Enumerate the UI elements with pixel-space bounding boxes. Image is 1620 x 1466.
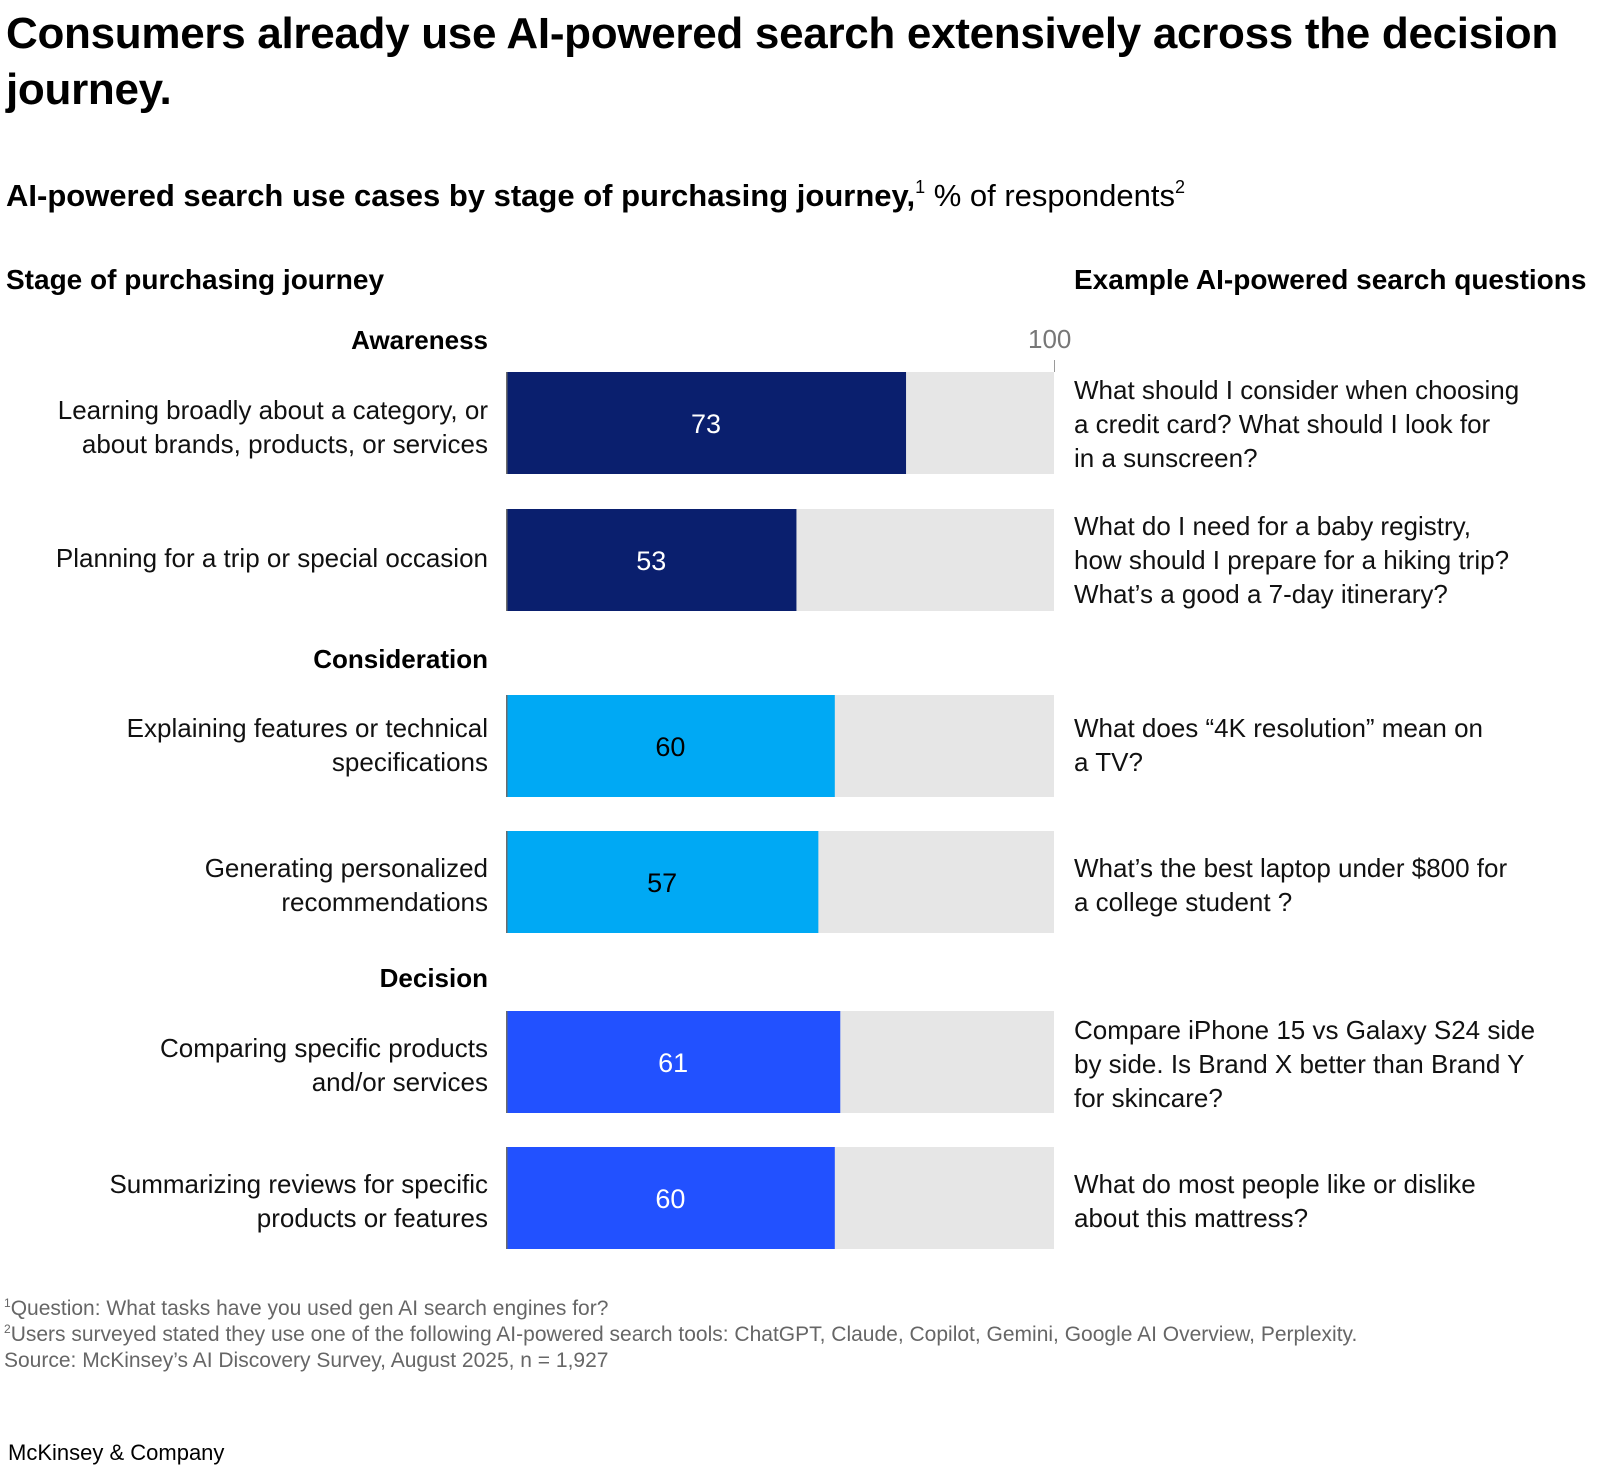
brand-logo-text: McKinsey & Company — [8, 1440, 225, 1465]
subtitle-footnote-2: 2 — [1174, 177, 1185, 197]
chart-title: Consumers already use AI-powered search … — [6, 9, 1558, 114]
example-line: What’s a good a 7-day itinerary? — [1074, 579, 1448, 609]
bar-value-label-recommendations: 57 — [647, 868, 677, 898]
bar-learning — [506, 372, 907, 474]
bar-comparing — [506, 1011, 841, 1113]
row-label-line: specifications — [331, 747, 488, 777]
bar-baseline-summarizing — [506, 1147, 508, 1249]
bar-planning — [506, 509, 797, 611]
example-line: a credit card? What should I look for — [1074, 409, 1491, 439]
bar-baseline-recommendations — [506, 831, 508, 933]
bar-baseline-comparing — [506, 1011, 508, 1113]
bar-explaining — [506, 695, 835, 797]
left-column-header: Stage of purchasing journey — [6, 264, 385, 295]
row-label-planning: Planning for a trip or special occasion — [0, 541, 488, 575]
bar-baseline-planning — [506, 509, 508, 611]
row-label-line: Planning for a trip or special occasion — [55, 543, 488, 573]
stage-decision: Decision — [379, 963, 488, 993]
source-note: Source: McKinsey’s AI Discovery Survey, … — [4, 1349, 609, 1372]
example-line: how should I prepare for a hiking trip? — [1074, 545, 1510, 575]
row-label-line: Explaining features or technical — [126, 713, 488, 743]
example-learning: What should I consider when choosing a c… — [1074, 373, 1614, 475]
example-recommendations: What’s the best laptop under $800 for a … — [1074, 851, 1614, 919]
example-summarizing: What do most people like or dislike abou… — [1074, 1167, 1614, 1235]
row-label-line: about brands, products, or services — [81, 429, 488, 459]
row-label-line: and/or services — [311, 1067, 488, 1097]
row-label-recommendations: Generating personalized recommendations — [0, 851, 488, 919]
example-line: What’s the best laptop under $800 for — [1074, 853, 1508, 883]
footnote-1: 1Question: What tasks have you used gen … — [4, 1296, 609, 1320]
scale-max-label: 100 — [1028, 324, 1072, 354]
example-line: What does “4K resolution” mean on — [1074, 713, 1483, 743]
subtitle-main: AI-powered search use cases by stage of … — [6, 178, 916, 213]
bar-summarizing — [506, 1147, 835, 1249]
scale-max-tick — [1054, 360, 1055, 372]
row-label-learning: Learning broadly about a category, or ab… — [0, 393, 488, 461]
row-label-summarizing: Summarizing reviews for specific product… — [0, 1167, 488, 1235]
example-line: in a sunscreen? — [1074, 443, 1258, 473]
row-label-line: Comparing specific products — [159, 1033, 488, 1063]
example-explaining: What does “4K resolution” mean on a TV? — [1074, 711, 1614, 779]
right-column-header: Example AI-powered search questions — [1074, 264, 1587, 295]
bar-value-label-planning: 53 — [636, 546, 666, 576]
example-line: by side. Is Brand X better than Brand Y — [1074, 1049, 1525, 1079]
example-line: for skincare? — [1074, 1083, 1223, 1113]
bar-baseline-explaining — [506, 695, 508, 797]
stage-awareness: Awareness — [351, 325, 488, 355]
row-label-line: Summarizing reviews for specific — [109, 1169, 488, 1199]
chart-subtitle: AI-powered search use cases by stage of … — [6, 176, 1185, 216]
example-line: a college student ? — [1074, 887, 1293, 917]
subtitle-unit: % of respondents — [925, 178, 1175, 213]
bar-baseline-learning — [506, 372, 508, 474]
example-line: What do I need for a baby registry, — [1074, 511, 1471, 541]
bar-value-label-learning: 73 — [691, 409, 721, 439]
subtitle-footnote-1: 1 — [915, 177, 926, 197]
example-comparing: Compare iPhone 15 vs Galaxy S24 side by … — [1074, 1013, 1614, 1115]
example-line: What should I consider when choosing — [1074, 375, 1520, 405]
bar-recommendations — [506, 831, 819, 933]
bar-value-label-comparing: 61 — [658, 1048, 688, 1078]
row-label-line: products or features — [256, 1203, 488, 1233]
bar-value-label-summarizing: 60 — [655, 1184, 685, 1214]
footnotes: 1Question: What tasks have you used gen … — [4, 1296, 1357, 1374]
example-line: about this mattress? — [1074, 1203, 1309, 1233]
row-label-comparing: Comparing specific products and/or servi… — [0, 1031, 488, 1099]
row-label-line: Learning broadly about a category, or — [57, 395, 488, 425]
example-planning: What do I need for a baby registry, how … — [1074, 509, 1614, 611]
bar-value-label-explaining: 60 — [655, 732, 685, 762]
footnote-2: 2Users surveyed stated they use one of t… — [4, 1322, 1358, 1346]
example-line: a TV? — [1074, 747, 1143, 777]
row-label-explaining: Explaining features or technical specifi… — [0, 711, 488, 779]
row-label-line: Generating personalized — [204, 853, 488, 883]
example-line: Compare iPhone 15 vs Galaxy S24 side — [1074, 1015, 1536, 1045]
row-label-line: recommendations — [281, 887, 488, 917]
stage-consideration: Consideration — [313, 644, 488, 674]
example-line: What do most people like or dislike — [1074, 1169, 1476, 1199]
